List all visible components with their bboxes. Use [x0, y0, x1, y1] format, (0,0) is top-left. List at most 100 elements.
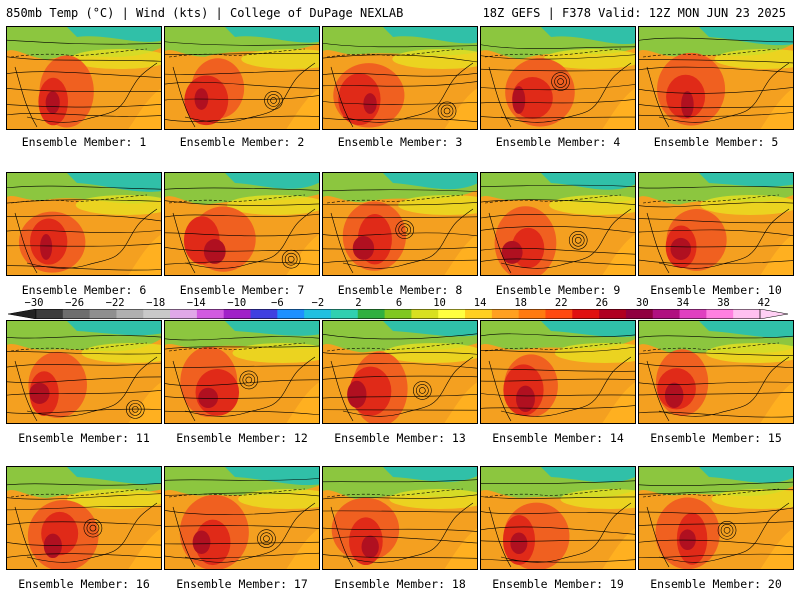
- temperature-map: [7, 27, 161, 129]
- map-panel: [480, 26, 636, 130]
- colorbar-tick-label: 2: [355, 297, 362, 309]
- colorbar-tick-label: −10: [227, 297, 247, 309]
- member-label: Ensemble Member: 18: [334, 577, 466, 591]
- colorbar-segment: [62, 309, 91, 319]
- temperature-map: [639, 467, 793, 569]
- colorbar-segment: [706, 309, 734, 319]
- member-label: Ensemble Member: 16: [18, 577, 150, 591]
- map-panel: [480, 466, 636, 570]
- temperature-map: [165, 467, 319, 569]
- map-panel: [164, 172, 320, 276]
- colorbar-tick-label: 22: [554, 297, 568, 309]
- map-panel: [322, 26, 478, 130]
- colorbar-segment: [438, 309, 466, 319]
- map-panel: [164, 466, 320, 570]
- map-panel: [480, 172, 636, 276]
- map-panel: [638, 26, 794, 130]
- member-label: Ensemble Member: 8: [337, 283, 463, 297]
- temperature-map: [481, 27, 635, 129]
- temperature-map: [323, 321, 477, 423]
- colorbar-segment: [223, 309, 252, 319]
- temperature-map: [639, 27, 793, 129]
- colorbar-segment: [491, 309, 520, 319]
- colorbar-tick-label: 38: [717, 297, 730, 309]
- member-label: Ensemble Member: 2: [179, 135, 305, 149]
- colorbar-tick-label: 42: [757, 297, 771, 309]
- member-label: Ensemble Member: 6: [21, 283, 147, 297]
- colorbar-tick-label: −18: [146, 297, 166, 309]
- temperature-map: [7, 173, 161, 275]
- temperature-map: [323, 173, 477, 275]
- map-panel: [6, 172, 162, 276]
- temperature-map: [165, 173, 319, 275]
- colorbar-segment: [357, 309, 386, 319]
- colorbar-tick-label: −14: [186, 297, 206, 309]
- colorbar-tick-label: −6: [271, 297, 284, 309]
- member-label: Ensemble Member: 9: [495, 283, 621, 297]
- temperature-map: [7, 467, 161, 569]
- temperature-map: [481, 321, 635, 423]
- member-label: Ensemble Member: 17: [176, 577, 308, 591]
- colorbar-segment: [250, 309, 278, 319]
- colorbar-min-arrow: [8, 309, 37, 319]
- member-label: Ensemble Member: 7: [179, 283, 305, 297]
- map-panel: [6, 320, 162, 424]
- colorbar-tick-label: −30: [24, 297, 44, 309]
- map-panel: [638, 320, 794, 424]
- temperature-map: [639, 321, 793, 423]
- member-label: Ensemble Member: 20: [650, 577, 782, 591]
- member-label: Ensemble Member: 12: [176, 431, 308, 445]
- member-label: Ensemble Member: 3: [337, 135, 463, 149]
- member-label: Ensemble Member: 15: [650, 431, 782, 445]
- colorbar-segment: [545, 309, 573, 319]
- map-panel: [164, 320, 320, 424]
- temperature-map: [7, 321, 161, 423]
- colorbar-segment: [572, 309, 600, 319]
- map-panel: [638, 466, 794, 570]
- temperature-map: [481, 467, 635, 569]
- member-label: Ensemble Member: 11: [18, 431, 150, 445]
- colorbar-segment: [518, 309, 546, 319]
- colorbar-tick-label: 30: [636, 297, 649, 309]
- colorbar-tick-label: 18: [514, 297, 527, 309]
- colorbar-segment: [304, 309, 332, 319]
- page-title: 850mb Temp (°C) | Wind (kts) | College o…: [6, 6, 404, 20]
- temperature-map: [481, 173, 635, 275]
- colorbar-segment: [36, 309, 64, 319]
- colorbar-segment: [196, 309, 225, 319]
- member-label: Ensemble Member: 10: [650, 283, 782, 297]
- colorbar-segment: [679, 309, 707, 319]
- temperature-map: [165, 27, 319, 129]
- run-info: 18Z GEFS | F378 Valid: 12Z MON JUN 23 20…: [482, 6, 786, 20]
- temperature-map: [639, 173, 793, 275]
- map-panel: [322, 172, 478, 276]
- colorbar-tick-label: −2: [311, 297, 325, 309]
- colorbar-segment: [384, 309, 412, 319]
- map-panel: [6, 466, 162, 570]
- colorbar-tick-label: −26: [65, 297, 85, 309]
- map-panel: [638, 172, 794, 276]
- map-panel: [322, 320, 478, 424]
- member-label: Ensemble Member: 1: [21, 135, 147, 149]
- colorbar-segment: [330, 309, 359, 319]
- member-label: Ensemble Member: 5: [653, 135, 779, 149]
- member-label: Ensemble Member: 4: [495, 135, 621, 149]
- colorbar-segment: [625, 309, 654, 319]
- colorbar-segment: [89, 309, 117, 319]
- colorbar-max-arrow: [759, 309, 788, 319]
- temperature-colorbar: [8, 309, 788, 319]
- colorbar-tick-label: 14: [473, 297, 487, 309]
- member-label: Ensemble Member: 13: [334, 431, 466, 445]
- temperature-map: [165, 321, 319, 423]
- colorbar-segment: [170, 309, 198, 319]
- colorbar-tick-label: 26: [595, 297, 609, 309]
- colorbar-segment: [143, 309, 171, 319]
- colorbar-tick-label: 10: [433, 297, 446, 309]
- member-label: Ensemble Member: 14: [492, 431, 624, 445]
- colorbar-tick-label: 34: [676, 297, 690, 309]
- colorbar-segment: [411, 309, 439, 319]
- colorbar-tick-label: 6: [395, 297, 403, 309]
- map-panel: [164, 26, 320, 130]
- colorbar-segment: [652, 309, 681, 319]
- member-label: Ensemble Member: 19: [492, 577, 624, 591]
